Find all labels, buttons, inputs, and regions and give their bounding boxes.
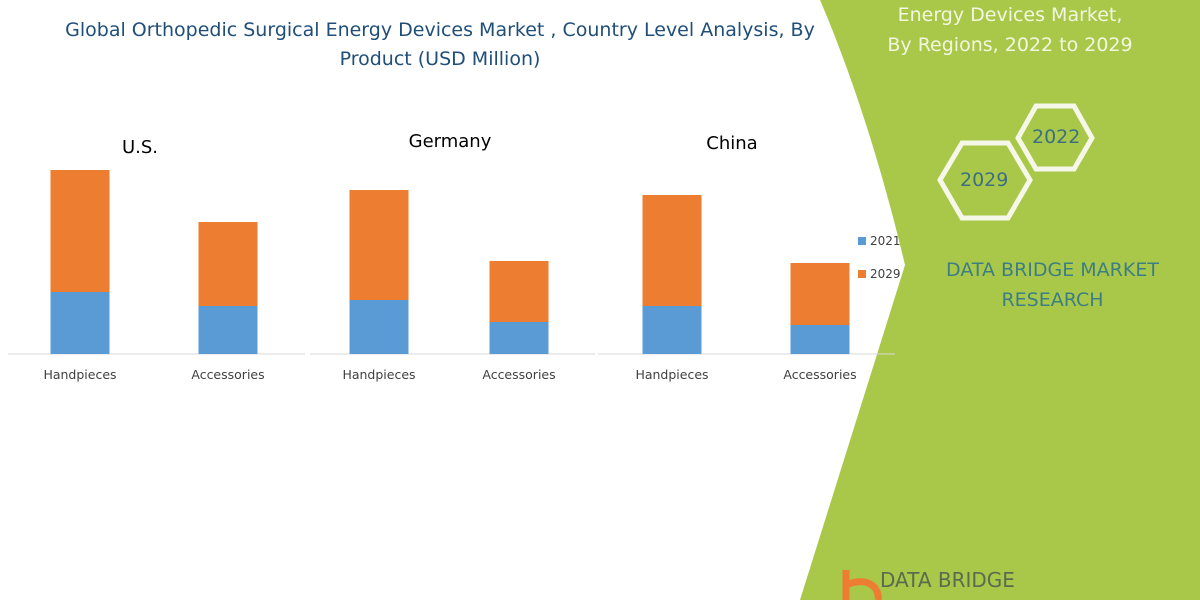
panel-title: U.S. [122,137,158,158]
bar-2029 [489,261,549,322]
green-panel [800,0,1200,600]
x-tick-label: Accessories [482,367,555,382]
chart-title: Global Orthopedic Surgical Energy Device… [65,19,815,70]
hexagon-2029 [937,140,1033,221]
x-tick-label: Handpieces [342,367,415,382]
legend-swatch [858,237,866,245]
bar-2021 [489,322,549,354]
x-tick-label: Handpieces [43,367,116,382]
x-tick-label: Handpieces [635,367,708,382]
brand-text: DATA BRIDGE MARKET RESEARCH [946,259,1159,311]
legend-swatch [858,270,866,278]
panel-title-line: Energy Devices Market, [897,4,1123,26]
hex-label-2022: 2022 [1032,126,1081,148]
x-tick-label: Accessories [191,367,264,382]
bar-2029 [349,190,409,300]
panel-title: China [706,133,757,154]
bar-2021 [349,300,409,354]
bar-2029 [50,170,110,292]
legend-label: 2029 [870,267,901,281]
panel-title-line: By Regions, 2022 to 2029 [887,34,1133,56]
legend-label: 2021 [870,234,901,248]
logo-icon [842,570,882,600]
panel-title: Germany [409,131,492,152]
panel-title: Energy Devices Market, By Regions, 2022 … [850,0,1170,60]
logo-text: DATA BRIDGE [880,568,1015,592]
bar-2021 [198,306,258,354]
bar-2021 [642,306,702,354]
bar-2029 [198,222,258,306]
x-tick-label: Accessories [783,367,856,382]
hex-label-2029: 2029 [960,169,1009,191]
charts: U.S. Handpieces Accessories Germany Handpiec… [8,131,901,382]
hexagon-2022 [1015,103,1095,172]
bar-2021 [790,325,850,354]
bar-2029 [642,195,702,306]
bar-2029 [790,263,850,325]
bar-2021 [50,292,110,354]
